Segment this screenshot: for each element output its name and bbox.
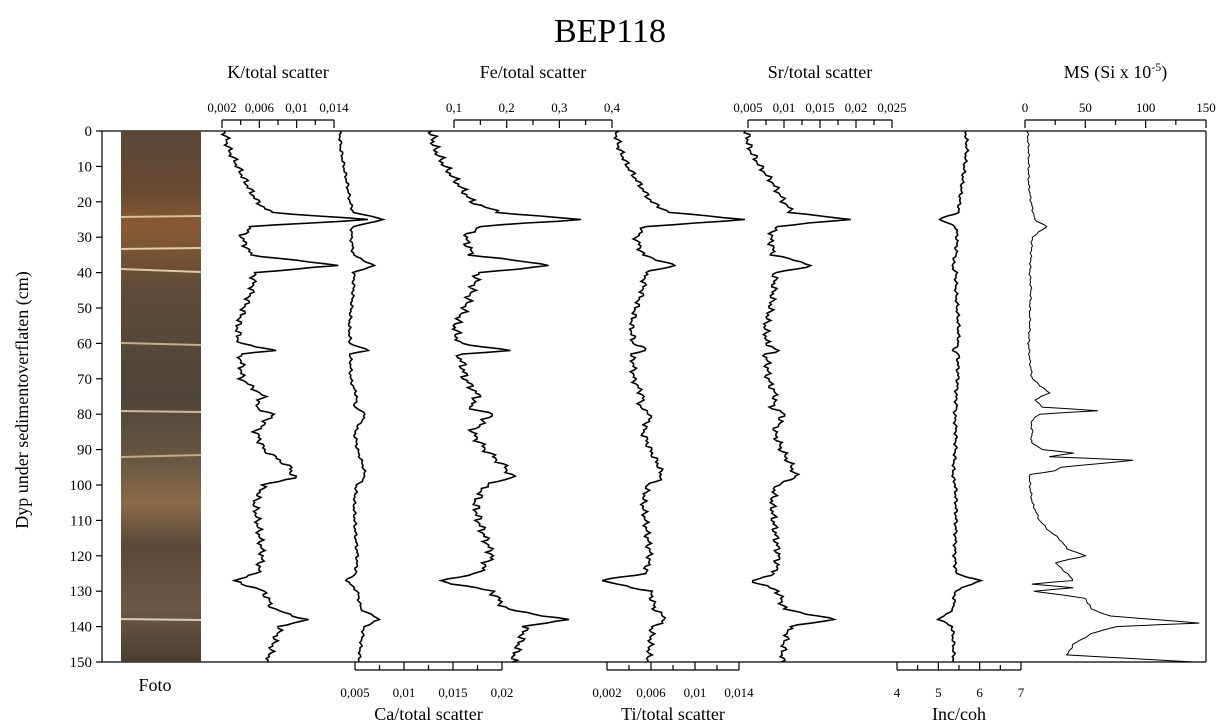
- depth-tick-label: 150: [70, 655, 93, 671]
- depth-tick-label: 140: [70, 620, 93, 636]
- sr-total-scatter-axis-title: Sr/total scatter: [768, 62, 872, 82]
- ti-total-scatter-axis-title: Ti/total scatter: [621, 704, 725, 724]
- ti-total-scatter-tick-label: 0,014: [724, 685, 754, 700]
- depth-tick-label: 130: [70, 584, 93, 600]
- k-total-scatter-tick-label: 0,006: [245, 100, 275, 115]
- depth-tick-label: 120: [70, 549, 93, 565]
- ca-total-scatter-tick-label: 0,02: [491, 685, 514, 700]
- sr-total-scatter-trace: [743, 130, 851, 663]
- fe-total-scatter-tick-label: 0,1: [446, 100, 462, 115]
- depth-tick-label: 10: [77, 159, 92, 175]
- depth-tick-label: 90: [77, 443, 92, 459]
- depth-tick-label: 60: [77, 336, 92, 352]
- chart-title: BEP118: [554, 13, 666, 50]
- ca-total-scatter-axis: 0,005 0,01 0,015 0,02 Ca/total scatter: [340, 662, 513, 724]
- depth-tick-label: 30: [77, 230, 92, 246]
- depth-tick-label: 100: [70, 478, 93, 494]
- fe-total-scatter-tick-label: 0,3: [551, 100, 567, 115]
- ti-total-scatter-axis: 0,002 0,006 0,01 0,014 Ti/total scatter: [592, 662, 754, 724]
- traces: [220, 130, 1200, 663]
- sr-total-scatter-axis: 0,005 0,01 0,015 0,02 0,025 Sr/total scatter: [733, 62, 907, 128]
- depth-tick-label: 20: [77, 195, 92, 211]
- depth-tick-label: 110: [70, 513, 92, 529]
- k-total-scatter-axis-title: K/total scatter: [227, 62, 328, 82]
- depth-tick-label: 80: [77, 407, 92, 423]
- k-total-scatter-tick-label: 0,002: [207, 100, 236, 115]
- ms-si-x-10-5-trace: [1026, 130, 1200, 663]
- ms-si-x-10-5-axis: 0 50 100 150 MS (Si x 10-5): [1022, 60, 1216, 128]
- sr-total-scatter-tick-label: 0,005: [733, 100, 762, 115]
- ca-total-scatter-trace: [338, 130, 386, 663]
- k-total-scatter-axis: 0,002 0,006 0,01 0,014 K/total scatter: [207, 62, 349, 128]
- ms-si-x-10-5-tick-label: 100: [1136, 100, 1156, 115]
- inc-coh-axis: 4 5 6 7 Inc/coh: [894, 662, 1025, 724]
- k-total-scatter-tick-label: 0,014: [319, 100, 349, 115]
- inc-coh-trace: [935, 130, 984, 663]
- fe-total-scatter-tick-label: 0,4: [604, 100, 621, 115]
- ms-si-x-10-5-tick-label: 0: [1022, 100, 1029, 115]
- depth-tick-label: 50: [77, 301, 92, 317]
- sr-total-scatter-tick-label: 0,01: [773, 100, 796, 115]
- inc-coh-tick-label: 6: [976, 685, 983, 700]
- sr-total-scatter-tick-label: 0,015: [805, 100, 834, 115]
- ti-total-scatter-tick-label: 0,006: [636, 685, 666, 700]
- fe-total-scatter-trace: [427, 130, 582, 663]
- sr-total-scatter-tick-label: 0,02: [845, 100, 868, 115]
- k-total-scatter-tick-label: 0,01: [285, 100, 308, 115]
- fe-total-scatter-axis-title: Fe/total scatter: [480, 62, 586, 82]
- ca-total-scatter-tick-label: 0,015: [438, 685, 467, 700]
- inc-coh-tick-label: 7: [1018, 685, 1025, 700]
- depth-tick-label: 0: [85, 124, 93, 140]
- inc-coh-axis-title: Inc/coh: [932, 704, 986, 724]
- inc-coh-tick-label: 4: [894, 685, 901, 700]
- ms-si-x-10-5-tick-label: 50: [1079, 100, 1092, 115]
- core-photo: [121, 131, 201, 662]
- inc-coh-tick-label: 5: [935, 685, 942, 700]
- depth-tick-label: 40: [77, 266, 92, 282]
- ca-total-scatter-tick-label: 0,005: [340, 685, 369, 700]
- core-photo-layers: [120, 215, 202, 621]
- ms-si-x-10-5-tick-label: 150: [1196, 100, 1216, 115]
- k-total-scatter-trace: [220, 130, 368, 663]
- ca-total-scatter-tick-label: 0,01: [393, 685, 416, 700]
- ti-total-scatter-trace: [601, 130, 745, 663]
- fe-total-scatter-tick-label: 0,2: [499, 100, 515, 115]
- y-axis-label: Dyp under sedimentoverflaten (cm): [12, 271, 33, 528]
- sr-total-scatter-tick-label: 0,025: [877, 100, 906, 115]
- ti-total-scatter-tick-label: 0,002: [592, 685, 621, 700]
- fe-total-scatter-axis: 0,1 0,2 0,3 0,4 Fe/total scatter: [446, 62, 621, 128]
- ti-total-scatter-tick-label: 0,01: [684, 685, 707, 700]
- depth-ticks: 0 10 20 30 40 50 60 70 80 90 100 110 120 130 140 150: [70, 124, 102, 671]
- ms-si-x-10-5-axis-title: MS (Si x 10-5): [1064, 60, 1168, 83]
- depth-tick-label: 70: [77, 372, 92, 388]
- photo-label: Foto: [138, 675, 171, 695]
- ca-total-scatter-axis-title: Ca/total scatter: [374, 704, 482, 724]
